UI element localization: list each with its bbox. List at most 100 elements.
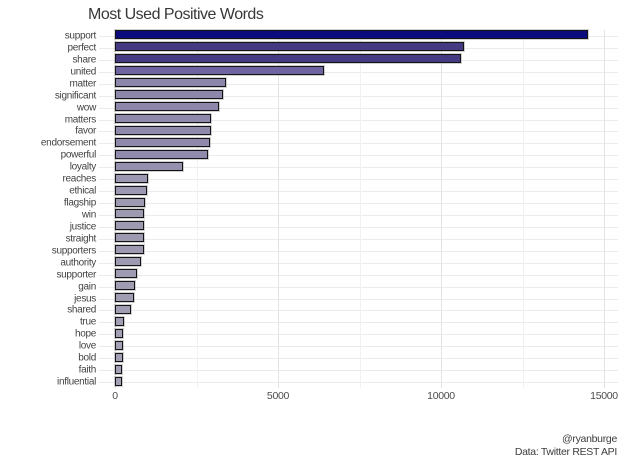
bar-straight <box>115 233 145 243</box>
category-label-gain: gain <box>78 281 96 293</box>
category-gridline <box>99 298 618 300</box>
category-label-true: true <box>79 316 96 328</box>
bar-united <box>115 66 324 76</box>
bar-hope <box>115 328 124 338</box>
category-label-influential: influential <box>57 376 96 388</box>
category-gridline <box>99 238 618 240</box>
category-gridline <box>99 83 618 85</box>
category-label-supporter: supporter <box>56 269 96 281</box>
category-label-reaches: reaches <box>62 173 97 185</box>
x-tick-label-0: 0 <box>112 390 118 402</box>
category-label-bold: bold <box>78 352 96 364</box>
category-label-straight: straight <box>65 233 97 245</box>
category-label-justice: justice <box>69 221 97 233</box>
bar-shared <box>115 304 132 314</box>
category-label-powerful: powerful <box>60 149 97 161</box>
category-label-flagship: flagship <box>63 197 96 209</box>
category-gridline <box>99 334 618 336</box>
bar-perfect <box>115 42 464 52</box>
chart-title: Most Used Positive Words <box>88 6 264 23</box>
category-gridline <box>99 214 618 216</box>
category-label-loyalty: loyalty <box>69 161 97 173</box>
category-label-endorsement: endorsement <box>40 137 96 149</box>
bar-supporters <box>115 245 144 255</box>
bar-influential <box>115 376 123 386</box>
category-label-win: win <box>81 209 96 221</box>
bar-share <box>115 54 461 64</box>
minor-gridline <box>196 30 198 388</box>
bar-authority <box>115 257 142 267</box>
bar-ethical <box>115 185 147 195</box>
category-label-matter: matter <box>69 78 96 90</box>
minor-gridline <box>522 30 524 388</box>
category-gridline <box>99 382 618 384</box>
bar-loyalty <box>115 161 184 171</box>
bar-wow <box>115 102 220 112</box>
x-tick-label-5000: 5000 <box>266 390 290 402</box>
bar-support <box>115 30 588 40</box>
category-label-faith: faith <box>78 364 97 376</box>
y-axis-labels: support perfect share united matter significa… <box>0 30 96 388</box>
category-gridline <box>99 322 618 324</box>
category-label-share: share <box>72 54 96 66</box>
category-gridline <box>99 191 618 193</box>
bar-reaches <box>115 173 148 183</box>
category-label-hope: hope <box>74 328 96 340</box>
category-gridline <box>99 155 618 157</box>
x-axis: 0 5000 10000 15000 <box>99 390 618 404</box>
category-label-significant: significant <box>54 90 96 102</box>
category-gridline <box>99 274 618 276</box>
bar-gain <box>115 281 135 291</box>
category-label-ethical: ethical <box>69 185 96 197</box>
category-label-authority: authority <box>60 257 96 269</box>
chart-caption: @ryanburge Data: Twitter REST API <box>515 433 617 458</box>
category-gridline <box>99 262 618 264</box>
category-gridline <box>99 143 618 145</box>
major-gridline <box>604 30 605 388</box>
bar-supporter <box>115 269 138 279</box>
bar-true <box>115 316 125 326</box>
category-gridline <box>99 370 618 372</box>
bar-favor <box>115 125 212 135</box>
x-tick-label-15000: 15000 <box>590 390 618 402</box>
category-label-favor: favor <box>75 125 96 137</box>
category-label-shared: shared <box>67 304 96 316</box>
category-gridline <box>99 119 618 121</box>
bar-jesus <box>115 293 135 302</box>
category-label-wow: wow <box>76 102 96 114</box>
major-gridline <box>278 30 279 388</box>
category-label-united: united <box>70 66 97 78</box>
category-gridline <box>99 286 618 288</box>
category-gridline <box>99 226 618 228</box>
category-gridline <box>99 107 618 109</box>
category-label-love: love <box>78 340 96 352</box>
bar-win <box>115 209 145 219</box>
category-gridline <box>99 95 618 97</box>
plot-panel <box>99 30 618 388</box>
category-label-matters: matters <box>64 114 97 125</box>
category-gridline <box>99 250 618 252</box>
bar-endorsement <box>115 137 210 147</box>
major-gridline <box>441 30 442 388</box>
bar-bold <box>115 352 123 362</box>
bar-matters <box>115 114 212 123</box>
category-gridline <box>99 346 618 348</box>
bar-significant <box>115 90 223 100</box>
bar-flagship <box>115 197 145 207</box>
category-gridline <box>99 203 618 205</box>
bar-matter <box>115 78 226 88</box>
category-gridline <box>99 358 618 360</box>
bar-powerful <box>115 149 208 159</box>
category-gridline <box>99 310 618 312</box>
category-gridline <box>99 179 618 181</box>
category-label-perfect: perfect <box>67 42 97 54</box>
bar-faith <box>115 364 122 374</box>
caption-source: Data: Twitter REST API <box>514 445 617 458</box>
category-label-support: support <box>64 30 97 42</box>
category-label-supporters: supporters <box>51 245 97 257</box>
minor-gridline <box>359 30 361 388</box>
category-label-jesus: jesus <box>74 293 96 304</box>
bar-love <box>115 340 123 350</box>
bar-justice <box>115 221 145 231</box>
